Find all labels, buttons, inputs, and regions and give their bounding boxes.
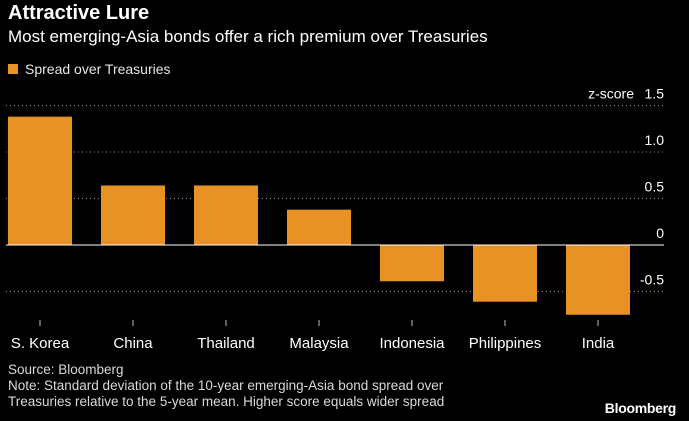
bloomberg-logo: Bloomberg bbox=[604, 400, 677, 416]
bar bbox=[566, 245, 630, 315]
bar bbox=[473, 245, 537, 302]
bar bbox=[8, 116, 72, 245]
note-line-1: Note: Standard deviation of the 10-year … bbox=[8, 378, 444, 393]
legend: Spread over Treasuries bbox=[8, 61, 171, 77]
y-tick-label: 0 bbox=[656, 225, 664, 241]
y-tick-label: 0.5 bbox=[645, 179, 665, 195]
y-tick-label: 1.5 bbox=[645, 86, 665, 102]
y-axis-title: z-score bbox=[588, 86, 634, 102]
note-line-2: Treasuries relative to the 5-year mean. … bbox=[8, 394, 445, 409]
x-tick-label: Malaysia bbox=[289, 335, 349, 352]
y-tick-label: -0.5 bbox=[640, 272, 664, 288]
x-tick-label: India bbox=[582, 335, 615, 352]
chart-footer: Source: Bloomberg Note: Standard deviati… bbox=[8, 362, 444, 410]
legend-swatch bbox=[8, 64, 18, 74]
x-tick-label: S. Korea bbox=[11, 335, 70, 352]
x-tick-label: China bbox=[113, 335, 153, 352]
bar bbox=[194, 185, 258, 245]
bar bbox=[380, 245, 444, 282]
x-tick-label: Philippines bbox=[469, 335, 542, 352]
x-tick-label: Thailand bbox=[197, 335, 255, 352]
legend-label: Spread over Treasuries bbox=[25, 61, 171, 77]
chart-subtitle: Most emerging-Asia bonds offer a rich pr… bbox=[8, 27, 488, 46]
bar bbox=[287, 209, 351, 245]
x-tick-label: Indonesia bbox=[379, 335, 445, 352]
bar bbox=[101, 185, 165, 245]
y-tick-label: 1.0 bbox=[645, 132, 665, 148]
chart-title: Attractive Lure bbox=[8, 2, 150, 24]
source-note: Source: Bloomberg bbox=[8, 362, 124, 377]
